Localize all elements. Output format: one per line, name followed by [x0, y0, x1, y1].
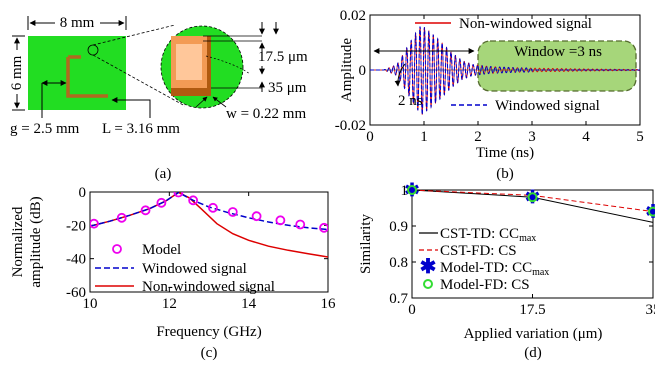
chart-c-ylabel-line1: Normalized	[10, 206, 26, 277]
chart-d-xtick-label: 17.5	[519, 302, 545, 318]
chart-b-legend-non-windowed: Non-windowed signal	[459, 16, 592, 32]
chart-b-ytick-label: 0.02	[340, 8, 366, 24]
panel-a: 8 mm 6 mm g = 2.5 mm L = 3.16 mm 17.5 μm	[9, 14, 308, 137]
dim-35-label: 35 μm	[268, 80, 307, 96]
chart-b-xtick-label: 1	[420, 129, 428, 145]
chart-d-legend-model-td-sub: max	[532, 267, 549, 278]
chart-b-xtick-label: 5	[636, 129, 644, 145]
chart-d-legend-cst-td: CST-TD: CCmax	[440, 226, 536, 244]
chart-d-series-cst-fd	[411, 189, 654, 213]
chart-d-model-fd-point	[407, 185, 417, 195]
chart-c-xtick-label: 14	[241, 296, 257, 312]
chart-c-ylabel-line2: amplitude (dB)	[28, 196, 44, 287]
chart-d-model-td-point: ✱	[404, 180, 419, 200]
chart-c-ytick-label: 0	[79, 185, 87, 201]
chart-d-legend-cst-fd: CST-FD: CS	[440, 243, 517, 259]
chart-c-xtick-label: 12	[162, 296, 177, 312]
chart-d-xlabel: Applied variation (μm)	[464, 326, 603, 342]
chart-b-ylabel: Amplitude	[339, 38, 355, 103]
dim-width-label-bg	[55, 14, 100, 30]
chart-b-2ns-arrow	[394, 63, 406, 87]
chart-c-model-point	[116, 212, 127, 223]
chart-c-model-point	[227, 207, 238, 217]
chart-d-ylabel: Similarity	[358, 214, 374, 275]
chart-c-model-point	[140, 205, 151, 216]
chart-d-model-fd-point	[648, 206, 655, 217]
chart-c-model-point	[173, 192, 184, 198]
zoom-line-top	[92, 24, 176, 46]
chart-c-legend-non-windowed: Non-windowed signal	[142, 279, 275, 295]
chart-d-ytick-label: 0.9	[389, 219, 408, 235]
chart-c-xtick-label: 10	[83, 296, 98, 312]
chart-c-model-point	[90, 218, 99, 229]
dim-height-label: 6 mm	[9, 55, 25, 90]
chart-b-series-windowed	[370, 26, 640, 115]
chart-d-legend-swatch-model-fd	[423, 279, 433, 289]
chart-c-xtick-label: 16	[321, 296, 337, 312]
chart-c-legend-windowed: Windowed signal	[142, 261, 247, 277]
panel-d: 0 17.5 35 0.7 0.8 0.9 1 ✱ ✱ ✱ CST-TD: CCmax CST-…	[358, 180, 655, 342]
chart-d-xtick-label: 35	[646, 302, 655, 318]
dim-w-label: w = 0.22 mm	[226, 106, 306, 122]
panel-c: 10 12 14 16 -60 -40 -20 0 Model Windowed signal…	[10, 185, 336, 340]
chart-c-ytick-label: -60	[66, 285, 86, 301]
chart-d-legend-cst-td-sub: max	[519, 233, 536, 244]
chart-b-xlabel: Time (ns)	[476, 145, 534, 161]
panel-label-c: (c)	[201, 345, 218, 361]
dim-w-arrow-left	[195, 96, 208, 108]
chart-d-ytick-label: 0.8	[389, 255, 408, 271]
panel-label-a: (a)	[155, 166, 172, 182]
chart-b-xtick-label: 3	[528, 129, 536, 145]
chart-c-legend-swatch-model	[112, 244, 122, 254]
chart-c-ytick-label: -20	[66, 218, 86, 234]
chart-c-xlabel: Frequency (GHz)	[156, 324, 261, 340]
chart-c-ytick-label: -40	[66, 252, 86, 268]
chart-c-model-point	[208, 202, 218, 213]
chart-c-model-point	[156, 197, 167, 208]
zoom-line-bottom	[92, 54, 186, 107]
chart-b-annotation-2ns: 2 ns	[398, 93, 423, 109]
chart-c-model-point	[275, 215, 286, 226]
chart-b-annotation-window: Window =3 ns	[514, 44, 602, 60]
chart-d-series-cst-td	[411, 189, 654, 223]
chart-b-legend-windowed: Windowed signal	[495, 98, 600, 114]
chart-d-ytick-label: 1	[401, 183, 409, 199]
chart-b-xtick-label: 4	[582, 129, 590, 145]
substrate-board	[28, 36, 126, 110]
chart-d-model-td-point: ✱	[645, 202, 655, 222]
chart-c-model-point	[295, 219, 306, 230]
chart-c-model-point	[251, 211, 262, 222]
chart-b-ytick-label: 0	[359, 63, 367, 79]
dim-width-label: 8 mm	[60, 15, 95, 31]
chart-b-xtick-label: 0	[366, 129, 374, 145]
dim-w-arrow-right	[212, 96, 227, 108]
chart-c-model-point	[188, 195, 199, 206]
chart-d-xtick-label: 0	[408, 302, 416, 318]
chart-d-model-fd-point	[527, 192, 538, 203]
chart-d-legend-model-fd: Model-FD: CS	[440, 277, 530, 293]
chart-d-legend-swatch-model-td: ✱	[420, 256, 437, 278]
chart-c-legend-model: Model	[142, 242, 181, 258]
dim-L-label: L = 3.16 mm	[102, 121, 180, 137]
chart-b-ytick-label: -0.02	[335, 118, 366, 134]
dim-35-leader	[205, 55, 251, 75]
copper-layer-light	[176, 44, 202, 80]
resonator-trace	[66, 55, 108, 98]
chart-d-model-td-point: ✱	[525, 187, 540, 207]
chart-d-ytick-label: 0.7	[389, 291, 408, 307]
panel-label-b: (b)	[496, 166, 514, 182]
chart-d-plot-area	[411, 189, 654, 299]
dim-height-label-bg	[9, 50, 25, 94]
dim-175-label: 17.5 μm	[258, 49, 308, 65]
chart-b-xtick-label: 2	[474, 129, 482, 145]
chart-c-model-point	[319, 222, 328, 233]
chart-c-series-windowed	[90, 192, 328, 231]
dim-g-label: g = 2.5 mm	[10, 121, 80, 137]
dim-L-arrow	[111, 97, 151, 118]
chart-d-legend-model-td: Model-TD: CCmax	[440, 260, 549, 278]
panel-label-d: (d)	[524, 345, 542, 361]
